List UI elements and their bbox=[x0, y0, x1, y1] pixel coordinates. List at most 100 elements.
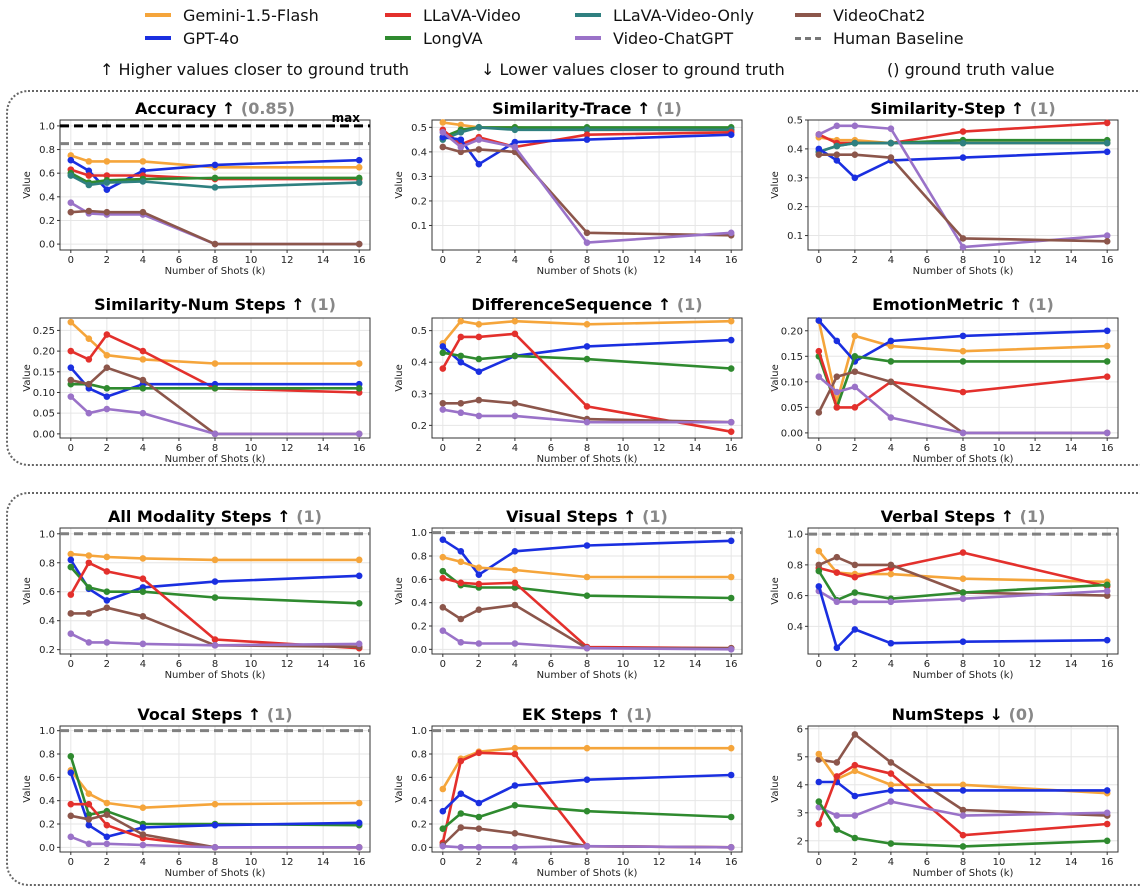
chart-vocal-steps-xtick-label: 2 bbox=[104, 857, 110, 868]
chart-all-modality-steps-series-gemini-1-5-flash-point bbox=[67, 550, 75, 558]
chart-all-modality-steps-series-gpt-4o-point bbox=[103, 597, 111, 604]
chart-differencesequence-xtick-label: 14 bbox=[689, 443, 702, 454]
chart-accuracy-series-llava-video-only-point bbox=[139, 178, 147, 185]
chart-similarity-num-steps-series-gemini-1-5-flash-point bbox=[211, 360, 219, 367]
chart-similarity-step-series-video-chatgpt-point bbox=[887, 125, 895, 132]
chart-similarity-step-title-text: Similarity-Step ↑ bbox=[870, 99, 1030, 118]
chart-differencesequence-series-videochat2-point bbox=[439, 399, 447, 407]
chart-all-modality-steps-series-llava-video-point bbox=[139, 575, 147, 582]
chart-differencesequence-xtick-label: 6 bbox=[548, 443, 554, 454]
chart-all-modality-steps-series-longva-point bbox=[139, 588, 147, 596]
chart-differencesequence-series-llava-video-point bbox=[583, 403, 591, 410]
chart-numsteps-series-gemini-1-5-flash-point bbox=[815, 750, 823, 758]
legend-label-llava-video: LLaVA-Video bbox=[423, 5, 521, 25]
chart-vocal-steps-xlabel: Number of Shots (k) bbox=[165, 868, 266, 879]
chart-similarity-trace-series-video-chatgpt-line bbox=[441, 131, 732, 244]
chart-visual-steps-series-gpt-4o-point bbox=[583, 542, 591, 549]
chart-vocal-steps-series-videochat2-point bbox=[139, 831, 147, 838]
chart-verbal-steps-ytick-label: 0.8 bbox=[787, 560, 803, 571]
chart-differencesequence-xtick-label: 12 bbox=[653, 443, 666, 454]
chart-accuracy-series-gpt-4o-point bbox=[355, 156, 363, 164]
chart-numsteps-xtick-label: 4 bbox=[888, 857, 894, 868]
chart-all-modality-steps-xlabel: Number of Shots (k) bbox=[165, 670, 266, 681]
chart-emotionmetric-series-gpt-4o-line bbox=[817, 319, 1108, 363]
chart-emotionmetric-series-video-chatgpt-point bbox=[959, 429, 967, 437]
chart-differencesequence-series-gemini-1-5-flash-point bbox=[511, 317, 519, 325]
chart-numsteps-series-gemini-1-5-flash-point bbox=[851, 767, 859, 775]
chart-all-modality-steps-series-longva-point bbox=[85, 584, 93, 591]
legend-swatch-llava-video bbox=[385, 13, 411, 17]
chart-vocal-steps-series-llava-video-point bbox=[103, 821, 111, 829]
chart-differencesequence-xtick-label: 10 bbox=[617, 443, 630, 454]
chart-similarity-trace-series-gemini-1-5-flash-point bbox=[439, 119, 447, 126]
chart-numsteps-series-video-chatgpt-point bbox=[1103, 809, 1111, 817]
chart-similarity-num-steps-series-llava-video-point bbox=[67, 347, 75, 355]
chart-emotionmetric-series-llava-video-point bbox=[959, 388, 967, 396]
chart-similarity-trace-series-video-chatgpt-point bbox=[457, 143, 465, 151]
chart-visual-steps-series-longva-point bbox=[727, 594, 735, 602]
chart-all-modality-steps-series-gemini-1-5-flash-point bbox=[103, 553, 111, 561]
chart-similarity-trace-series-video-chatgpt-point bbox=[439, 128, 447, 136]
chart-ek-steps-ytick-label: 0.2 bbox=[411, 820, 427, 831]
chart-similarity-trace-series-video-chatgpt-point bbox=[727, 229, 735, 237]
chart-vocal-steps-series-video-chatgpt-point bbox=[211, 844, 219, 851]
legend: Gemini-1.5-Flash LLaVA-Video LLaVA-Video… bbox=[0, 0, 1140, 84]
chart-emotionmetric-series-llava-video-line bbox=[817, 350, 1108, 409]
chart-similarity-num-steps-series-video-chatgpt bbox=[67, 393, 363, 438]
chart-numsteps-series-videochat2-point bbox=[959, 806, 967, 814]
chart-differencesequence-series-llava-video-line bbox=[441, 332, 732, 433]
chart-similarity-num-steps-series-videochat2-point bbox=[103, 364, 111, 371]
chart-similarity-trace-series-llava-video-only-point bbox=[511, 126, 519, 134]
chart-ek-steps-series-llava-video-point bbox=[511, 750, 519, 758]
chart-vocal-steps-series-llava-video-point bbox=[67, 800, 75, 808]
chart-similarity-num-steps-ground-truth: (1) bbox=[310, 295, 336, 314]
chart-ek-steps-series-longva-point bbox=[475, 813, 483, 821]
chart-ek-steps-series-video-chatgpt bbox=[439, 842, 735, 851]
chart-accuracy-xtick-label: 8 bbox=[212, 255, 218, 266]
chart-verbal-steps-series-longva-point bbox=[815, 567, 823, 575]
chart-all-modality-steps-series-video-chatgpt-point bbox=[139, 640, 147, 648]
chart-emotionmetric-series-gpt-4o-point bbox=[887, 337, 895, 345]
chart-verbal-steps-ytick-label: 1.0 bbox=[787, 530, 803, 541]
chart-all-modality-steps-series-videochat2-point bbox=[67, 610, 75, 617]
chart-emotionmetric-series-videochat2-point bbox=[833, 373, 841, 381]
chart-similarity-trace-series-llava-video-only-point bbox=[583, 126, 591, 134]
chart-visual-steps-xtick-label: 10 bbox=[617, 659, 630, 670]
chart-ek-steps-ground-truth: (1) bbox=[626, 705, 652, 724]
chart-similarity-step-series-llava-video-only-point bbox=[833, 142, 841, 150]
chart-accuracy-ytick-label: 0.4 bbox=[39, 192, 55, 203]
chart-numsteps-series-longva bbox=[815, 798, 1111, 850]
chart-similarity-trace-xtick-label: 10 bbox=[617, 255, 630, 266]
chart-vocal-steps-series-gemini-1-5-flash-line bbox=[69, 769, 360, 810]
chart-all-modality-steps-series-video-chatgpt-point bbox=[67, 630, 75, 638]
chart-similarity-num-steps-series-gpt-4o-point bbox=[67, 364, 75, 371]
chart-ek-steps-series-longva-line bbox=[441, 803, 732, 830]
chart-similarity-step-series-videochat2-point bbox=[833, 151, 841, 158]
chart-verbal-steps-series-gpt-4o-point bbox=[959, 638, 967, 646]
chart-verbal-steps-series-gpt-4o-point bbox=[833, 644, 841, 652]
chart-accuracy-ytick-label: 0.0 bbox=[39, 240, 55, 251]
chart-numsteps-xtick-label: 16 bbox=[1101, 857, 1114, 868]
chart-numsteps-series-gpt-4o-point bbox=[959, 787, 967, 794]
chart-similarity-trace-xtick-label: 8 bbox=[584, 255, 590, 266]
chart-accuracy-series-llava-video-only-point bbox=[67, 172, 75, 179]
chart-accuracy-xtick-label: 12 bbox=[281, 255, 294, 266]
chart-differencesequence-series-llava-video bbox=[439, 330, 735, 435]
chart-all-modality-steps-series-llava-video bbox=[67, 559, 363, 652]
chart-visual-steps-series-video-chatgpt-point bbox=[439, 627, 447, 634]
chart-verbal-steps: Verbal Steps ↑ (1) 0 2 4 6 8 10 12 14 16 0.4 0.6 0.8… bbox=[770, 507, 1119, 681]
chart-verbal-steps-xtick-label: 16 bbox=[1101, 659, 1114, 670]
chart-verbal-steps-series-videochat2-point bbox=[851, 561, 859, 569]
chart-similarity-trace-title-text: Similarity-Trace ↑ bbox=[492, 99, 656, 118]
chart-emotionmetric-series-gemini-1-5-flash-point bbox=[1103, 342, 1111, 350]
chart-accuracy: Accuracy ↑ (0.85) 0 2 4 6 8 10 12 14 16 0.0 0.2 0.4 0… bbox=[22, 99, 371, 277]
chart-all-modality-steps-series-gemini-1-5-flash-point bbox=[211, 556, 219, 564]
chart-emotionmetric-ylabel: Value bbox=[770, 364, 781, 391]
chart-similarity-trace-ylabel: Value bbox=[394, 171, 405, 198]
chart-vocal-steps-series-video-chatgpt-point bbox=[103, 840, 111, 848]
chart-similarity-step-ytick-label: 0.5 bbox=[787, 116, 803, 127]
chart-ek-steps-series-llava-video-point bbox=[457, 757, 465, 765]
chart-accuracy-series-gpt-4o-point bbox=[85, 167, 93, 175]
chart-all-modality-steps-xtick-label: 0 bbox=[68, 659, 74, 670]
chart-emotionmetric-series-video-chatgpt-line bbox=[817, 375, 1108, 435]
